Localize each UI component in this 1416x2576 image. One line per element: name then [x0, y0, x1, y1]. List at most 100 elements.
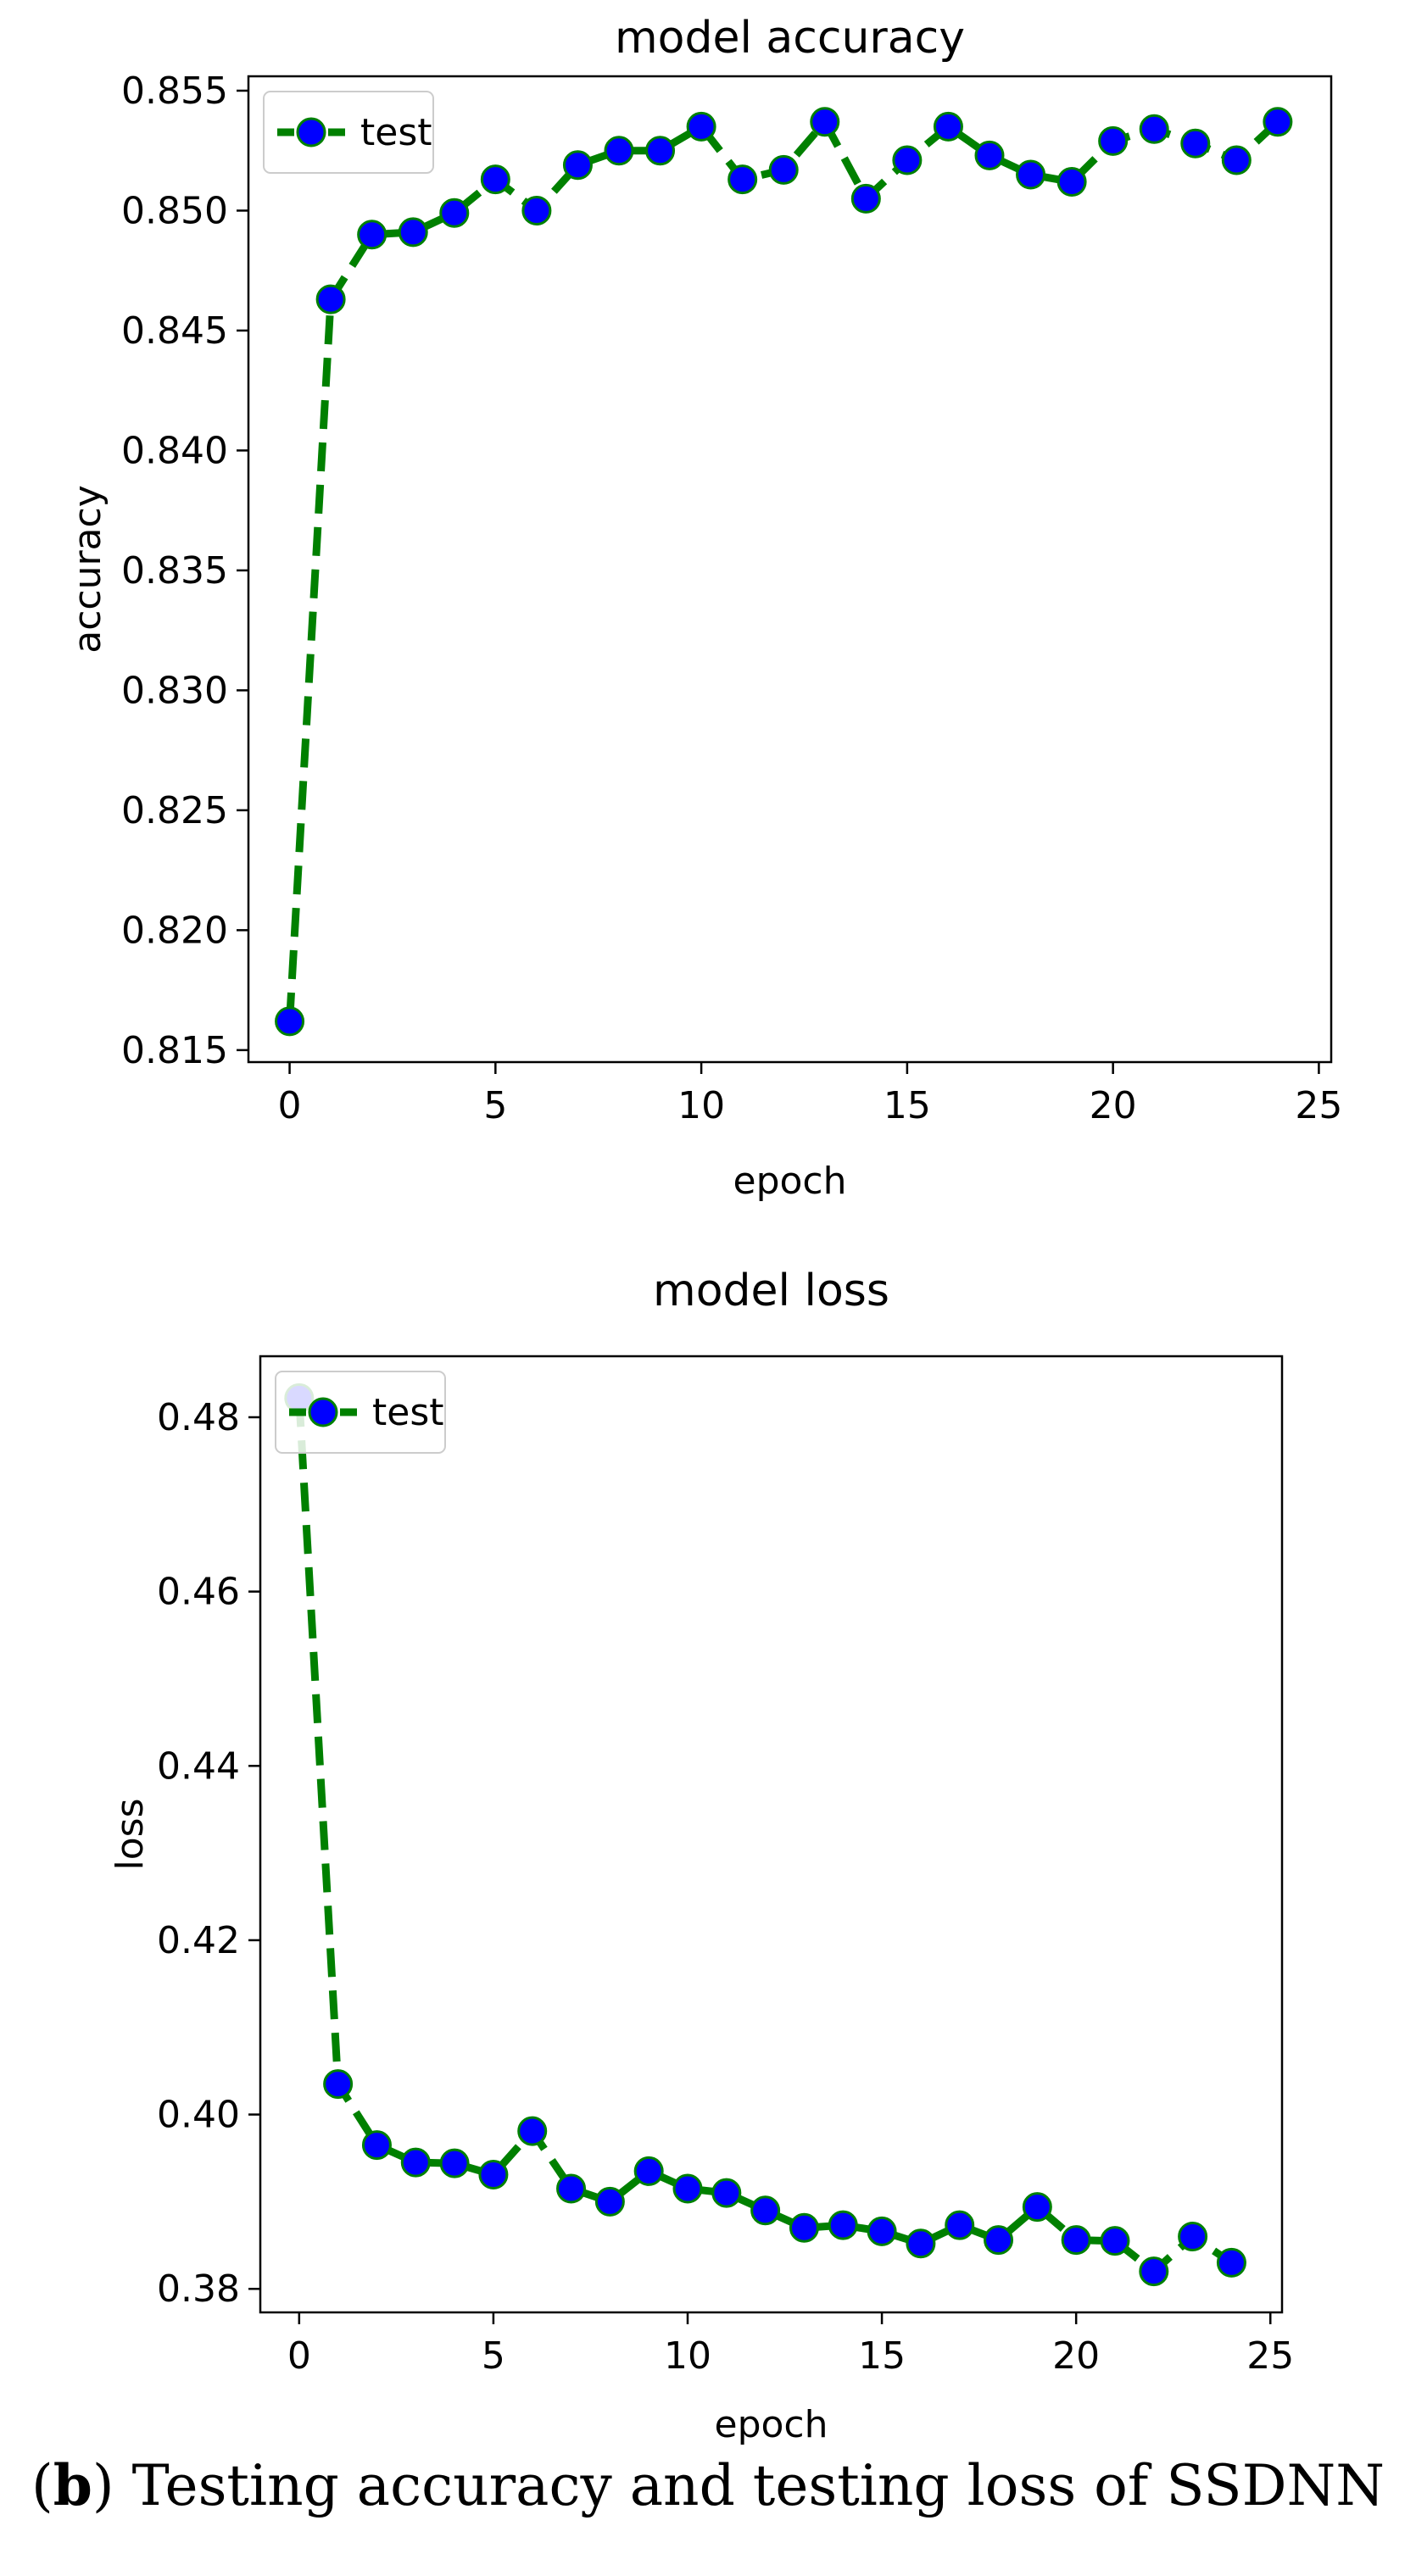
figure-caption: (b) Testing accuracy and testing loss of…: [31, 2452, 1385, 2518]
y-tick-label: 0.44: [157, 1744, 240, 1788]
y-tick-label: 0.845: [121, 309, 228, 353]
y-tick-label: 0.830: [121, 669, 228, 712]
data-point: [323, 2069, 354, 2100]
data-point: [750, 2195, 781, 2226]
series-line: [286, 118, 1280, 1022]
data-point: [439, 2148, 470, 2178]
chart-title: model loss: [653, 1266, 889, 1316]
data-point: [275, 1006, 305, 1037]
data-point: [315, 284, 346, 314]
y-tick-label: 0.820: [121, 909, 228, 952]
legend-label: test: [360, 111, 432, 154]
x-tick-label: 10: [664, 2334, 711, 2378]
y-tick-label: 0.855: [121, 70, 228, 113]
data-point: [672, 2173, 703, 2204]
y-tick-label: 0.850: [121, 189, 228, 232]
data-point: [711, 2178, 742, 2208]
data-point: [1216, 2247, 1246, 2278]
data-point: [789, 2212, 819, 2243]
data-point: [906, 2228, 936, 2259]
legend-marker-swatch: [308, 1397, 338, 1427]
y-tick-label: 0.48: [157, 1396, 240, 1439]
y-tick-label: 0.825: [121, 789, 228, 832]
data-point: [1139, 114, 1169, 144]
y-tick-label: 0.38: [157, 2267, 240, 2311]
data-point: [604, 136, 634, 166]
x-tick-label: 5: [482, 2334, 505, 2378]
y-axis-label: loss: [109, 1799, 152, 1871]
data-point: [768, 154, 799, 185]
data-point: [974, 140, 1005, 170]
data-point: [984, 2225, 1014, 2256]
data-point: [361, 2130, 392, 2161]
data-point: [945, 2210, 975, 2240]
data-point: [1100, 2226, 1130, 2256]
data-point: [1061, 2225, 1091, 2256]
data-point: [850, 183, 881, 214]
data-point: [517, 2116, 548, 2146]
y-tick-label: 0.835: [121, 549, 228, 593]
x-axis-label: epoch: [733, 1160, 847, 1203]
legend-box: [263, 91, 434, 174]
x-tick-label: 20: [1090, 1084, 1137, 1127]
data-point: [478, 2160, 509, 2190]
x-tick-label: 15: [884, 1084, 931, 1127]
data-point: [1178, 2222, 1208, 2252]
data-point: [562, 150, 593, 181]
data-point: [1180, 128, 1211, 159]
data-point: [1016, 159, 1046, 190]
data-point: [828, 2210, 858, 2240]
data-point: [1221, 145, 1252, 175]
y-tick-label: 0.815: [121, 1029, 228, 1072]
data-point: [1139, 2256, 1169, 2287]
y-tick-label: 0.840: [121, 429, 228, 472]
data-point: [357, 220, 387, 250]
data-point: [398, 217, 428, 248]
legend-marker-swatch: [296, 117, 326, 147]
data-point: [1022, 2192, 1052, 2223]
caption-text: Testing accuracy and testing loss of SSD…: [131, 2453, 1385, 2518]
x-tick-label: 0: [287, 2334, 311, 2378]
x-tick-label: 0: [278, 1084, 302, 1127]
data-point: [645, 136, 676, 166]
data-point: [1098, 125, 1129, 156]
x-tick-label: 10: [677, 1084, 725, 1127]
y-tick-label: 0.42: [157, 1919, 240, 1962]
y-tick-label: 0.40: [157, 2094, 240, 2137]
x-tick-label: 15: [858, 2334, 906, 2378]
legend-label: test: [372, 1391, 444, 1434]
data-point: [556, 2173, 587, 2204]
data-point: [480, 164, 510, 195]
data-point: [633, 2156, 664, 2186]
legend: test: [275, 1371, 446, 1454]
x-tick-label: 5: [483, 1084, 507, 1127]
data-point: [400, 2147, 431, 2178]
y-axis-label: accuracy: [66, 485, 109, 654]
data-point: [892, 145, 923, 175]
x-tick-label: 25: [1246, 2334, 1294, 2378]
data-point: [867, 2216, 897, 2246]
y-tick-label: 0.46: [157, 1571, 240, 1614]
legend-box: [275, 1371, 446, 1454]
legend: test: [263, 91, 434, 174]
accuracy-chart: model accuracy 0 5 10 15 20 25 0.815 0.820 0.825 0…: [66, 13, 1342, 1203]
data-point: [728, 164, 758, 195]
x-axis-label: epoch: [715, 2403, 828, 2446]
x-tick-label: 20: [1052, 2334, 1100, 2378]
loss-chart: model loss 0 5 10 15 20 25 0.38 0.40 0.42 0.44 0.46…: [109, 1266, 1294, 2446]
data-point: [810, 107, 840, 137]
chart-title: model accuracy: [615, 13, 965, 64]
caption-label: b: [53, 2452, 92, 2518]
data-point: [933, 111, 963, 142]
data-point: [439, 198, 470, 228]
data-point: [521, 195, 552, 225]
series-line: [295, 1398, 1234, 2276]
x-tick-label: 25: [1295, 1084, 1342, 1127]
data-point: [594, 2186, 625, 2217]
data-point: [1056, 167, 1087, 198]
plot-frame: [247, 75, 1333, 1064]
plot-frame: [259, 1355, 1284, 2314]
data-point: [1263, 107, 1293, 137]
data-point: [686, 111, 716, 142]
